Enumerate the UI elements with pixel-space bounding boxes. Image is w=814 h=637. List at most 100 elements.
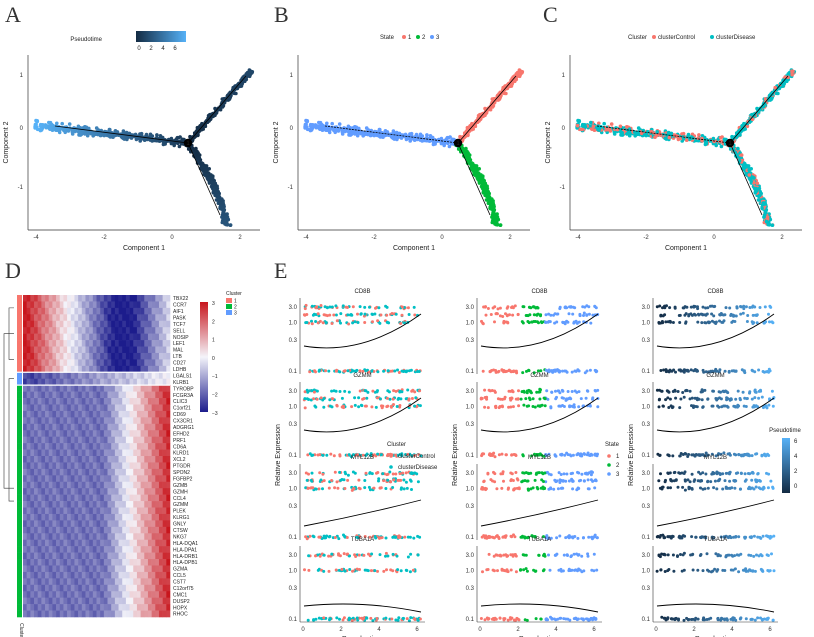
heatmap-cell: [162, 301, 167, 309]
heatmap-cell: [125, 430, 130, 437]
heatmap-cell: [63, 604, 68, 611]
cluster-legend-label: 3: [234, 311, 237, 317]
heatmap-cell: [45, 597, 50, 605]
heatmap-cell: [52, 320, 57, 328]
heatmap-cell: [122, 346, 127, 354]
heatmap-cell: [74, 610, 79, 618]
heatmap-cell: [140, 410, 145, 418]
heatmap-cell: [118, 533, 123, 541]
heatmap-cell: [125, 314, 130, 322]
legend-colorbar: [136, 31, 186, 42]
heatmap-cell: [52, 307, 57, 315]
heatmap-cell: [133, 462, 138, 470]
heatmap-cell: [151, 398, 156, 405]
heatmap-cell: [125, 340, 130, 347]
trajectory-cell-point: [431, 142, 436, 147]
trajectory-cell-point: [381, 135, 385, 139]
heatmap-cell: [125, 597, 130, 605]
heatmap-cell: [118, 404, 123, 412]
heatmap-cell: [34, 571, 38, 579]
heatmap-cell: [23, 449, 27, 457]
heatmap-cell: [89, 404, 94, 412]
heatmap-cell: [81, 507, 86, 515]
heatmap-cell: [107, 410, 112, 418]
heatmap-cell: [67, 462, 72, 470]
heatmap-cell: [147, 359, 152, 367]
expression-point: [324, 321, 328, 325]
heatmap-cell: [133, 591, 138, 598]
heatmap-cell: [85, 520, 90, 528]
heatmap-cell: [133, 481, 138, 489]
heatmap-cell: [103, 565, 108, 573]
heatmap-cell: [67, 546, 72, 553]
heatmap-cell: [74, 352, 79, 360]
cluster-annotation-cell: [17, 507, 22, 515]
heatmap-cell: [111, 481, 116, 489]
heatmap-cell: [78, 597, 83, 605]
cluster-annotation-cell: [17, 494, 22, 502]
heatmap-cell: [34, 352, 38, 360]
heatmap-cell: [70, 526, 75, 534]
heatmap-cell: [48, 584, 53, 592]
trajectory-cell-point: [216, 189, 220, 194]
trajectory-cell-point: [333, 127, 337, 132]
expression-point: [394, 312, 398, 316]
heatmap-cell: [114, 604, 119, 611]
heatmap-cell: [155, 501, 160, 508]
cluster-annotation-cell: [17, 584, 22, 592]
heatmap-cell: [37, 391, 42, 399]
heatmap-cell: [100, 449, 105, 457]
heatmap-cell: [56, 398, 61, 405]
heatmap-cell: [52, 443, 57, 450]
heatmap-cell: [34, 546, 38, 553]
heatmap-cell: [103, 494, 108, 502]
heatmap-cell: [155, 559, 160, 566]
heatmap-cell: [59, 481, 64, 489]
heatmap-cell: [151, 507, 156, 515]
heatmap-cell: [129, 385, 134, 392]
heatmap-cell: [41, 346, 46, 354]
heatmap-cell: [136, 565, 141, 573]
heatmap-cell: [78, 565, 83, 573]
heatmap-cell: [48, 597, 53, 605]
heatmap-cell: [85, 571, 90, 579]
heatmap-cell: [107, 327, 112, 334]
heatmap-cell: [122, 333, 127, 341]
trajectory-cell-point: [684, 138, 689, 142]
gene-label: CX3CR1: [173, 419, 193, 425]
heatmap-cell: [114, 475, 119, 483]
trajectory-cell-point: [425, 133, 429, 137]
expression-point: [377, 306, 381, 310]
heatmap-cell: [114, 468, 119, 476]
heatmap-cell: [48, 340, 53, 347]
trajectory-cell-point: [446, 136, 451, 140]
heatmap-cell: [114, 359, 119, 367]
heatmap-cell: [37, 372, 42, 380]
trajectory-cell-point: [498, 223, 503, 227]
heatmap-cell: [103, 340, 108, 347]
heatmap-cell: [45, 320, 50, 328]
heatmap-cell: [162, 314, 167, 322]
trajectory-backbone-left: [324, 125, 459, 144]
heatmap-cell: [103, 314, 108, 322]
heatmap-cell: [103, 333, 108, 341]
heatmap-cell: [56, 436, 61, 444]
heatmap-cell: [122, 320, 127, 328]
heatmap-cell: [122, 372, 127, 380]
heatmap-cell: [140, 398, 145, 405]
heatmap-cell: [48, 443, 53, 450]
heatmap-cell: [78, 571, 83, 579]
heatmap-cell: [114, 591, 119, 598]
heatmap-cell: [107, 533, 112, 541]
heatmap-cell: [34, 591, 38, 598]
heatmap-cell: [122, 559, 127, 566]
trajectory-cell-point: [66, 128, 70, 132]
heatmap-cell: [111, 385, 116, 392]
heatmap-cell: [70, 314, 75, 322]
heatmap-cell: [166, 436, 171, 444]
trajectory-cell-point: [370, 133, 375, 137]
heatmap-cell: [56, 565, 61, 573]
heatmap-cell: [133, 559, 138, 566]
heatmap-cell: [162, 468, 167, 476]
